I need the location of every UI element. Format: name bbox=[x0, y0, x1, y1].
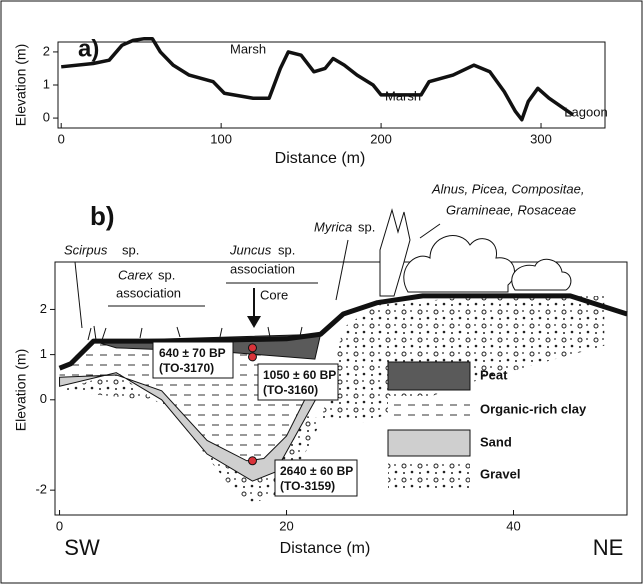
y-tick-label: 1 bbox=[40, 346, 47, 361]
annotation: Myrica bbox=[314, 219, 352, 234]
annotation: Core bbox=[260, 287, 288, 302]
annotation: Gramineae, Rosaceae bbox=[446, 202, 576, 217]
x-axis-label: Distance (m) bbox=[275, 150, 366, 167]
date-box bbox=[152, 341, 234, 379]
date-label: (TO-3159) bbox=[280, 479, 335, 493]
vegetation bbox=[87, 325, 303, 341]
date-label: (TO-3160) bbox=[263, 383, 318, 397]
date-box bbox=[257, 363, 339, 401]
annotation: association bbox=[230, 261, 295, 276]
annotation: Lagoon bbox=[564, 104, 607, 119]
date-label: 640 ± 70 BP bbox=[159, 346, 226, 360]
legend-label: Peat bbox=[480, 367, 508, 382]
panel-label: b) bbox=[90, 201, 115, 231]
y-tick-label: 1 bbox=[43, 76, 50, 91]
y-axis-label: Elevation (m) bbox=[13, 44, 29, 126]
profile-line bbox=[61, 36, 575, 122]
y-tick-label: 0 bbox=[43, 110, 50, 125]
axis-box bbox=[54, 261, 628, 516]
y-tick-label: 2 bbox=[43, 43, 50, 58]
x-tick-label: 0 bbox=[56, 518, 63, 533]
y-tick-label: -2 bbox=[35, 482, 47, 497]
legend-label: Organic-rich clay bbox=[480, 401, 587, 416]
date-label: 1050 ± 60 BP bbox=[263, 368, 336, 382]
annotation: Juncus bbox=[229, 242, 272, 257]
annotation: sp. bbox=[122, 242, 139, 257]
end-label: NE bbox=[593, 535, 624, 560]
legend-label: Sand bbox=[480, 434, 512, 449]
y-tick-label: 0 bbox=[40, 391, 47, 406]
sample-point bbox=[247, 343, 257, 353]
x-axis-label: Distance (m) bbox=[280, 540, 371, 557]
legend-swatch bbox=[388, 460, 470, 490]
plot bbox=[61, 36, 575, 122]
annotation: Alnus, Picea, Compositae, bbox=[431, 181, 584, 196]
x-tick-label: 300 bbox=[530, 131, 552, 146]
end-label: SW bbox=[64, 535, 100, 560]
surface-line bbox=[58, 293, 628, 371]
legend-swatch bbox=[388, 396, 470, 424]
y-tick-label: 2 bbox=[40, 301, 47, 316]
x-tick-label: 200 bbox=[370, 131, 392, 146]
core-arrow bbox=[247, 316, 261, 328]
panel-label: a) bbox=[78, 35, 99, 62]
leader bbox=[74, 261, 83, 329]
annotation: sp. bbox=[278, 242, 295, 257]
annotation: sp. bbox=[158, 267, 175, 282]
annotation: sp. bbox=[358, 219, 375, 234]
tree bbox=[511, 258, 572, 291]
annotation: association bbox=[116, 285, 181, 300]
leader bbox=[419, 223, 441, 239]
x-tick-label: 0 bbox=[58, 131, 65, 146]
tree bbox=[403, 235, 515, 293]
annotation: Marsh bbox=[230, 41, 266, 56]
legend-swatch bbox=[387, 429, 471, 457]
x-tick-label: 40 bbox=[506, 518, 520, 533]
sample-point bbox=[247, 352, 257, 362]
x-tick-label: 20 bbox=[279, 518, 293, 533]
x-tick-label: 100 bbox=[210, 131, 232, 146]
annotation: Scirpus bbox=[64, 242, 108, 257]
date-box bbox=[274, 459, 358, 497]
panel-a: a) Distance (m) Elevation (m) Marsh Mars… bbox=[13, 35, 608, 167]
date-label: 2640 ± 60 BP bbox=[280, 464, 353, 478]
sample-point bbox=[247, 456, 257, 466]
date-label: (TO-3170) bbox=[159, 361, 214, 375]
annotation: Marsh bbox=[385, 88, 421, 103]
legend-swatch bbox=[387, 361, 471, 391]
annotation: Carex bbox=[118, 267, 153, 282]
legend-label: Gravel bbox=[480, 466, 520, 481]
tree bbox=[379, 208, 411, 297]
y-axis-label: Elevation (m) bbox=[13, 349, 29, 431]
panel-b-notes: Scirpus sp. Carex sp. association Juncus… bbox=[64, 181, 587, 497]
leader bbox=[335, 239, 349, 301]
layer bbox=[59, 341, 315, 461]
